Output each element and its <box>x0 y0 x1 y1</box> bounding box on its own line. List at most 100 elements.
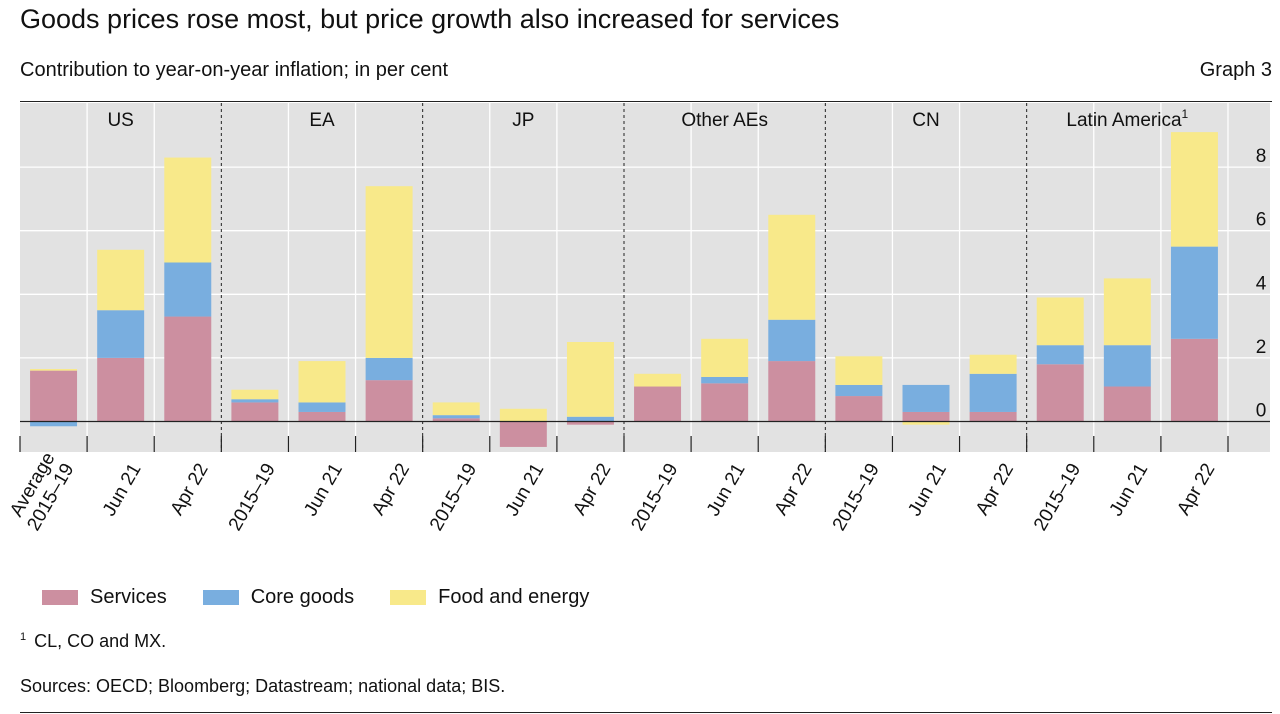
bar-food-and-energy <box>298 361 346 403</box>
bar-food-and-energy <box>365 186 413 358</box>
x-tick-label: 2015–19 <box>627 460 682 535</box>
bar-food-and-energy <box>768 214 816 320</box>
bar-core-goods <box>835 384 883 397</box>
x-tick-label-group: 2015–19 <box>225 460 280 535</box>
x-tick-label: 2015–19 <box>426 460 481 535</box>
bar-services <box>902 411 950 422</box>
x-tick-label-group: Jun 21 <box>99 460 146 520</box>
bar-core-goods <box>1103 345 1151 387</box>
legend-label-core-goods: Core goods <box>250 586 355 608</box>
x-tick-label: Apr 22 <box>368 460 414 519</box>
bar-services <box>701 383 749 422</box>
x-tick-label: Apr 22 <box>972 460 1018 519</box>
x-tick-label-group: Jun 21 <box>502 460 549 520</box>
bar-core-goods <box>1170 246 1218 339</box>
bar-core-goods <box>902 384 950 412</box>
bar-food-and-energy <box>164 157 212 263</box>
bar-core-goods <box>298 402 346 412</box>
x-tick-label-group: Apr 22 <box>368 460 414 519</box>
group-label: CN <box>912 110 939 131</box>
bar-services <box>768 361 816 422</box>
x-tick-label: Apr 22 <box>771 460 817 519</box>
group-label: Other AEs <box>681 110 768 131</box>
bar-food-and-energy <box>30 369 78 371</box>
x-tick-label: Jun 21 <box>99 460 146 520</box>
x-tick-label-group: 2015–19 <box>627 460 682 535</box>
bar-services <box>432 418 480 422</box>
bar-food-and-energy <box>969 354 1017 374</box>
graph-number-label: Graph 3 <box>1199 59 1272 81</box>
group-label-footnote-marker: 1 <box>1182 107 1189 121</box>
bar-food-and-energy <box>97 249 145 311</box>
bar-services <box>298 411 346 422</box>
bar-core-goods <box>164 262 212 317</box>
bar-services <box>1036 364 1084 422</box>
chart-subtitle: Contribution to year-on-year inflation; … <box>20 59 449 81</box>
footnote: 1 CL, CO and MX. <box>20 631 166 652</box>
bar-food-and-energy <box>701 338 749 377</box>
x-tick-label: Jun 21 <box>904 460 951 520</box>
bar-services <box>634 386 682 422</box>
sources-note: Sources: OECD; Bloomberg; Datastream; na… <box>20 676 506 696</box>
legend-label-services: Services <box>90 586 167 608</box>
bar-services <box>30 370 78 422</box>
bar-food-and-energy <box>1103 278 1151 346</box>
footnote-marker: 1 <box>20 631 27 643</box>
legend-item-services: Services <box>42 586 167 609</box>
bar-core-goods <box>969 373 1017 412</box>
x-tick-label: 2015–19 <box>829 460 884 535</box>
group-label: US <box>107 110 133 131</box>
x-tick-label: Apr 22 <box>569 460 615 519</box>
bar-food-and-energy <box>566 342 614 417</box>
x-tick-label: 2015–19 <box>1030 460 1085 535</box>
chart-title: Goods prices rose most, but price growth… <box>20 4 840 34</box>
x-tick-label-group: Apr 22 <box>167 460 213 519</box>
y-tick-label: 0 <box>1256 401 1267 422</box>
bar-food-and-energy <box>902 421 950 425</box>
bar-core-goods <box>768 319 816 362</box>
y-tick-label: 6 <box>1256 210 1267 231</box>
bar-services <box>164 316 212 422</box>
y-tick-label: 4 <box>1256 273 1267 294</box>
x-tick-label: Apr 22 <box>167 460 213 519</box>
bar-core-goods <box>97 310 145 358</box>
x-tick-label: Jun 21 <box>502 460 549 520</box>
bottom-rule-divider <box>20 712 1272 713</box>
legend-item-core-goods: Core goods <box>202 586 355 609</box>
x-tick-label-group: Apr 22 <box>972 460 1018 519</box>
bar-food-and-energy <box>432 402 480 416</box>
legend-item-food-energy: Food and energy <box>390 586 589 609</box>
stacked-bar-chart: 0 2 4 6 8 US EA JP Other AEs CN Latin America1 Aver… <box>6 103 1270 535</box>
group-label: JP <box>512 110 534 131</box>
bar-core-goods <box>1036 345 1084 365</box>
bar-food-and-energy <box>1170 132 1218 247</box>
bar-services <box>499 421 547 447</box>
legend: Services Core goods Food and energy <box>42 586 625 609</box>
bar-food-and-energy <box>634 373 682 387</box>
bar-services <box>231 402 279 422</box>
x-tick-label: Jun 21 <box>703 460 750 520</box>
x-tick-label-group: Apr 22 <box>569 460 615 519</box>
bar-core-goods <box>365 357 413 381</box>
x-tick-label-group: Jun 21 <box>703 460 750 520</box>
bar-services <box>835 396 883 422</box>
group-label: Latin America1 <box>1066 107 1188 131</box>
bar-core-goods <box>701 376 749 384</box>
legend-swatch-food-energy <box>390 590 427 605</box>
legend-swatch-core-goods <box>202 590 239 605</box>
bar-food-and-energy <box>1036 297 1084 346</box>
bar-services <box>1103 386 1151 422</box>
x-tick-label-group: Jun 21 <box>300 460 347 520</box>
x-tick-label: Jun 21 <box>300 460 347 520</box>
x-tick-label-group: Apr 22 <box>1173 460 1219 519</box>
bar-services <box>97 357 145 422</box>
x-tick-label-group: Jun 21 <box>1106 460 1153 520</box>
y-tick-label: 2 <box>1256 337 1267 358</box>
bar-core-goods <box>30 421 78 427</box>
bar-core-goods <box>566 416 614 422</box>
x-tick-label-group: Apr 22 <box>771 460 817 519</box>
y-tick-label: 8 <box>1256 146 1267 167</box>
x-tick-label: Jun 21 <box>1106 460 1153 520</box>
bar-services <box>969 411 1017 422</box>
